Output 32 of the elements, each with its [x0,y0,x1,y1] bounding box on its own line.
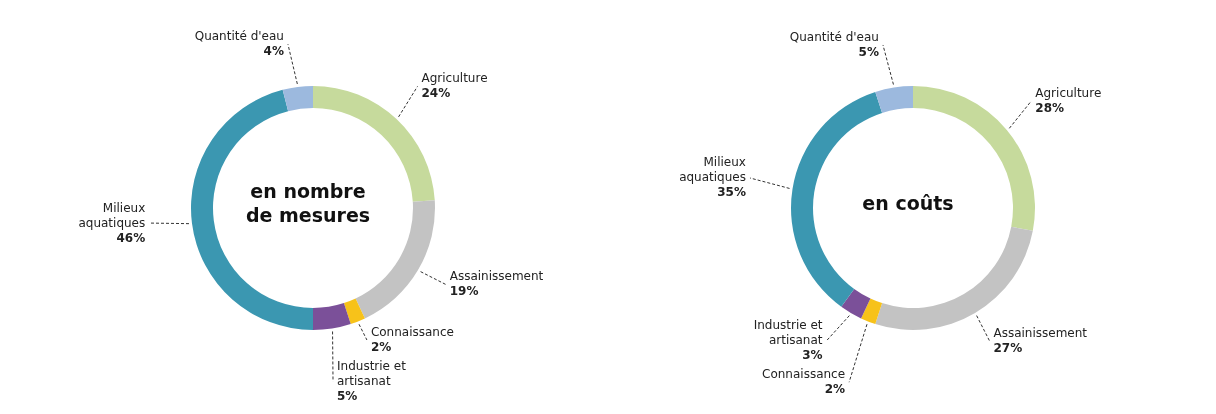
slice-label: Assainissement [993,325,1088,340]
donut-slice [343,298,365,325]
data-label: 2% [824,382,846,397]
data-label: 19% [449,284,479,299]
slice-label: Industrie et artisanat [753,318,823,348]
slice-label: Agriculture [421,71,488,86]
slice-label: Agriculture [1035,86,1102,101]
data-label: 2% [370,340,392,354]
text: en coûts [862,192,954,214]
text: en nombre de mesures [245,180,371,226]
slice-label: Assainissement [449,269,544,284]
slice-label: Quantité d'eau [789,29,879,44]
slice-label: Connaissance [370,325,454,339]
slice-label: Quantité d'eau [194,29,284,44]
donut-slice [313,303,351,330]
slice-label: Milieux aquatiques [78,200,146,230]
donut-slice [282,86,313,112]
slice-label: Milieux aquatiques [679,155,746,185]
data-label: 27% [993,340,1023,355]
data-label: 5% [337,389,358,403]
data-label: 5% [858,44,879,59]
data-label: 3% [802,348,823,363]
data-label: 24% [421,86,451,101]
donut-slice [841,288,871,319]
donut-slice [875,86,913,113]
data-label: 35% [717,185,746,200]
data-label: 4% [263,44,284,59]
donut-slice [861,298,883,325]
data-label: 28% [1035,101,1065,116]
data-label: 46% [116,230,146,245]
slice-label: Industrie et artisanat [337,359,407,388]
slice-label: Connaissance [762,367,846,382]
